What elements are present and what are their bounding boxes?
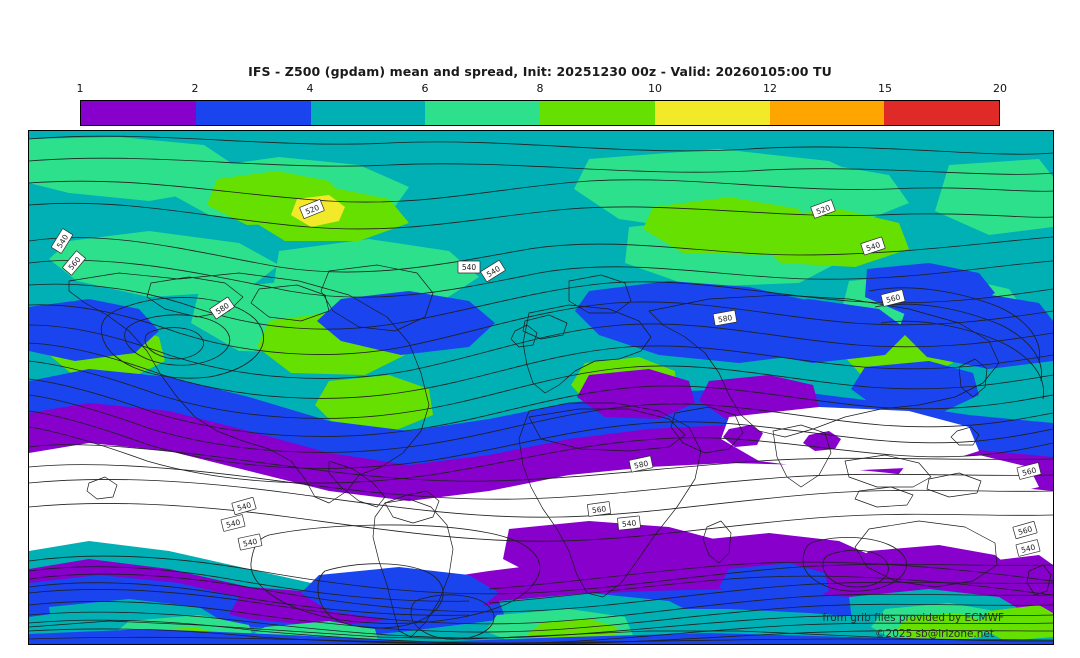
svg-text:560: 560 (885, 293, 901, 305)
page-title: IFS - Z500 (gpdam) mean and spread, Init… (248, 64, 832, 79)
svg-text:580: 580 (633, 459, 649, 471)
spread-region-brightgreen-s4 (979, 605, 1053, 641)
spread-region-green-n6 (49, 231, 279, 297)
contour-label: 520 (299, 199, 325, 219)
spread-region-blue-s4 (719, 563, 829, 605)
svg-text:540: 540 (1020, 543, 1036, 555)
spread-region-blue-n5 (317, 291, 495, 355)
colorbar-band-3 (310, 101, 426, 125)
svg-text:540: 540 (225, 518, 241, 530)
map-canvas: 540 520 520 540 560 540 (29, 131, 1053, 644)
colorbar-band-5 (540, 101, 655, 125)
weather-map: 540 520 520 540 560 540 (28, 130, 1054, 645)
contour-label: 540 (1015, 539, 1041, 557)
spread-region-purple-small1 (803, 431, 841, 451)
contour-label: 580 (712, 309, 738, 327)
colorbar: 1 2 4 6 8 10 12 15 20 (77, 82, 1007, 126)
colorbar-band-7 (769, 101, 885, 125)
spread-region-green-n5 (935, 159, 1053, 235)
spread-region-brightgreen-n7 (315, 375, 433, 433)
contour-label: 560 (586, 501, 612, 517)
contour-label: 560 (880, 289, 906, 307)
svg-text:540: 540 (865, 240, 882, 253)
colorbar-tick-9: 20 (993, 82, 1007, 95)
colorbar-tick-2: 2 (191, 82, 199, 95)
spread-region-purple-s2 (503, 521, 745, 593)
contour-label: 520 (810, 199, 836, 219)
svg-text:580: 580 (717, 313, 733, 324)
svg-text:540: 540 (242, 537, 258, 549)
colorbar-band-8 (884, 101, 999, 125)
colorbar-gradient (80, 100, 1000, 126)
contour-label: 540 (237, 533, 263, 551)
spread-region-blue-s3 (301, 567, 499, 621)
spread-region-white-indian (895, 455, 1039, 499)
colorbar-tick-labels: 1 2 4 6 8 10 12 15 20 (76, 82, 1008, 98)
colorbar-band-1 (81, 101, 196, 125)
attribution-source: from grib files provided by ECMWF (822, 612, 1004, 624)
spread-region-purple-n2 (577, 369, 695, 419)
svg-text:540: 540 (462, 263, 477, 272)
colorbar-tick-6: 10 (648, 82, 662, 95)
contour-labels: 540 520 520 540 560 540 (50, 199, 1042, 557)
contour-label: 540 (617, 515, 641, 531)
contour-label: 540 (220, 514, 246, 532)
contour-label: 580 (628, 455, 654, 473)
contour-label: 540 (480, 259, 506, 283)
geopotential-contours (29, 135, 1053, 644)
colorbar-tick-7: 12 (763, 82, 777, 95)
colorbar-tick-8: 15 (878, 82, 892, 95)
colorbar-tick-5: 8 (536, 82, 544, 95)
colorbar-band-4 (425, 101, 540, 125)
spread-region-blue-antarctic (29, 629, 1053, 644)
svg-text:540: 540 (236, 500, 252, 513)
colorbar-tick-3: 4 (306, 82, 314, 95)
attribution-copyright: ©2025 sb@irizone.net (875, 628, 994, 640)
contour-label: 560 (1012, 520, 1038, 540)
spread-region-purple-small2 (723, 425, 763, 447)
contour-label: 540 (860, 236, 886, 256)
contour-label: 580 (209, 296, 235, 320)
svg-text:560: 560 (591, 504, 607, 515)
contour-label: 540 (50, 228, 74, 254)
contour-label: 560 (1016, 462, 1042, 480)
svg-text:560: 560 (1021, 466, 1037, 478)
colorbar-band-6 (654, 101, 770, 125)
spread-region-brightgreen-s3 (895, 613, 985, 644)
colorbar-band-2 (195, 101, 311, 125)
svg-text:540: 540 (621, 518, 636, 528)
spread-region-blue-n3 (715, 299, 909, 363)
colorbar-tick-1: 1 (76, 82, 84, 95)
contour-label: 540 (457, 260, 481, 274)
colorbar-tick-4: 6 (421, 82, 429, 95)
contour-label: 540 (231, 496, 257, 516)
svg-text:560: 560 (1017, 524, 1033, 537)
spread-region-blue-n6 (29, 299, 159, 361)
spread-region-blue-n7 (851, 361, 979, 413)
